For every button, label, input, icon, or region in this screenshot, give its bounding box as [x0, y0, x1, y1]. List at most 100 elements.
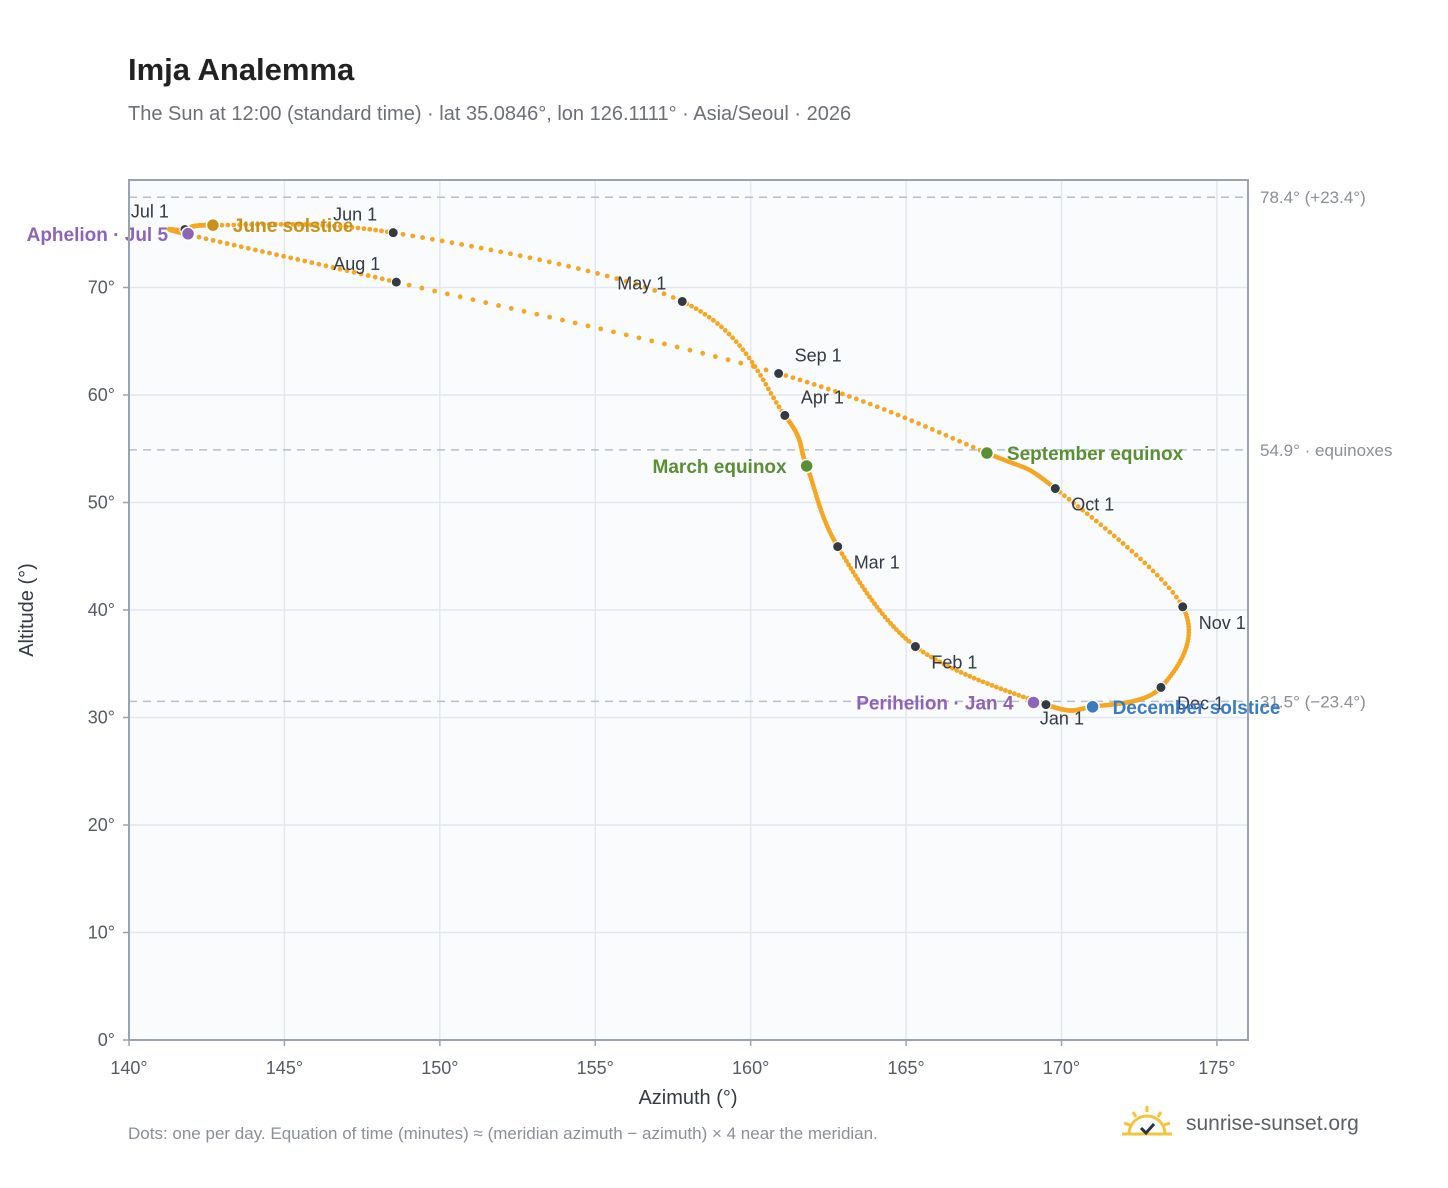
daily-dot [783, 373, 789, 378]
daily-dot [238, 244, 244, 250]
daily-dot [332, 223, 337, 229]
daily-dot [252, 247, 258, 253]
daily-dot [566, 263, 572, 269]
daily-dot [296, 222, 302, 227]
daily-dot [272, 221, 278, 227]
daily-dot [595, 271, 600, 276]
daily-dot [733, 339, 739, 345]
daily-dot [1089, 515, 1095, 520]
x-tick-label: 170° [1043, 1058, 1080, 1078]
daily-dot [746, 355, 752, 361]
daily-dot [726, 331, 732, 337]
daily-dot [517, 253, 523, 259]
daily-dot [623, 332, 629, 338]
daily-dot [848, 565, 854, 571]
daily-dot [920, 649, 926, 655]
daily-dot [740, 347, 746, 353]
daily-dot [231, 222, 237, 228]
daily-dot [811, 381, 817, 387]
daily-dot [636, 335, 642, 341]
daily-dot [970, 444, 976, 450]
y-tick-label: 20° [88, 815, 115, 835]
daily-dot [355, 225, 361, 231]
daily-dot [998, 686, 1004, 692]
daily-dot [715, 321, 720, 326]
daily-dot [203, 236, 209, 242]
month-label: Oct 1 [1071, 495, 1114, 515]
axes: 140° 145° 150° 155° 160° 165° 170° 175° 0° 10° 20°… [88, 179, 1249, 1078]
daily-dot [730, 335, 736, 341]
daily-dot [711, 317, 716, 323]
daily-dot [874, 604, 880, 610]
daily-dot [604, 273, 610, 279]
daily-dot [941, 661, 947, 667]
daily-dot [958, 670, 964, 675]
daily-dot [937, 659, 943, 665]
daily-dot [267, 250, 272, 256]
daily-dot [598, 326, 604, 332]
daily-dot [308, 222, 314, 228]
reference-lines: 78.4° (+23.4°) 54.9° · equinoxes 31.5° (−2… [129, 188, 1393, 711]
event-label: December solstice [1113, 698, 1281, 719]
month-dot [1049, 483, 1061, 495]
daily-dot [432, 288, 438, 294]
daily-dot [521, 308, 527, 314]
daily-dot [771, 395, 777, 401]
daily-dot [661, 291, 667, 297]
daily-dot [469, 243, 474, 249]
daily-dot [372, 274, 378, 280]
daily-dot [758, 372, 763, 378]
daily-dot [302, 258, 308, 264]
month-label: Feb 1 [931, 653, 977, 673]
month-dot [1155, 681, 1167, 693]
daily-dot [611, 329, 616, 335]
event-label: Aphelion · Jul 5 [27, 225, 169, 246]
daily-dot [508, 306, 514, 311]
daily-dot [361, 226, 367, 232]
daily-dot [698, 309, 703, 314]
daily-dot [902, 415, 908, 421]
daily-dot [288, 255, 294, 261]
daily-dot [853, 396, 859, 402]
daily-dot [508, 251, 513, 257]
daily-dot [950, 665, 955, 671]
daily-dot [260, 221, 266, 227]
sun-logo-icon [1122, 1106, 1172, 1136]
daily-dot [895, 412, 901, 418]
daily-dot [903, 636, 908, 641]
daily-dot [1075, 504, 1081, 509]
daily-dot [844, 558, 849, 564]
daily-dot [245, 245, 251, 251]
daily-dot [700, 350, 706, 356]
daily-dot [929, 426, 935, 432]
daily-dot [850, 569, 856, 575]
daily-dot [344, 268, 350, 274]
daily-dot [1150, 568, 1156, 574]
daily-dot [1129, 548, 1135, 554]
daily-dot [266, 221, 272, 227]
daily-dot [957, 438, 962, 444]
daily-dot [768, 390, 774, 396]
daily-dot [478, 245, 484, 251]
daily-dot [295, 257, 301, 262]
x-tick-label: 145° [266, 1058, 303, 1078]
daily-dot [365, 273, 371, 278]
daily-dot [857, 580, 863, 586]
daily-dot [869, 597, 875, 603]
month-dot [909, 641, 921, 653]
daily-dot [314, 222, 320, 228]
daily-dot [488, 247, 494, 253]
daily-dot [255, 222, 260, 227]
daily-dot [556, 261, 562, 267]
daily-dot [231, 242, 237, 248]
brand-logo[interactable]: sunrise-sunset.org [1120, 1102, 1359, 1146]
daily-dot [537, 257, 542, 263]
daily-dot [1120, 541, 1126, 546]
daily-dot [633, 281, 639, 287]
daily-dot [260, 249, 265, 254]
event-dot [180, 226, 196, 241]
month-label: Jan 1 [1040, 709, 1084, 729]
daily-dot [722, 328, 728, 333]
daily-dot [976, 677, 982, 683]
daily-dot [309, 260, 315, 266]
